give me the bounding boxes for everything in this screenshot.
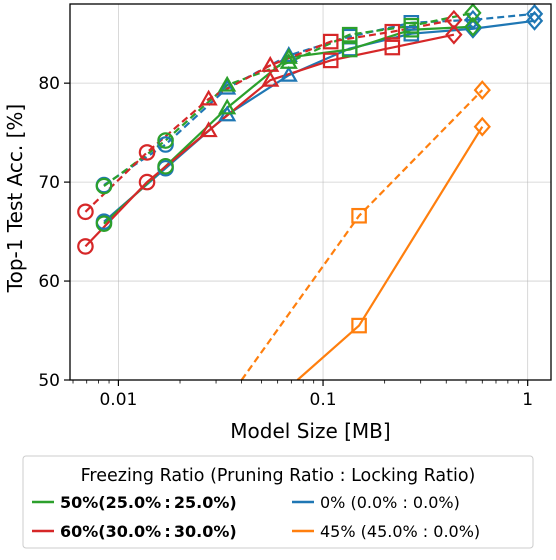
triangle-marker <box>261 70 280 87</box>
diamond-marker <box>464 2 482 23</box>
legend-box <box>22 455 534 549</box>
diamond-marker <box>445 24 463 45</box>
triangle-marker <box>279 52 298 69</box>
circle-marker <box>138 144 156 161</box>
x-axis-title: Model Size [MB] <box>230 419 390 443</box>
triangle-marker <box>279 48 298 64</box>
legend-label: 60%(30.0% : 30.0%) <box>60 522 237 541</box>
square-marker <box>341 41 358 58</box>
x-tick-label: 0.1 <box>310 390 337 410</box>
diamond-marker <box>473 116 491 137</box>
diamond-marker <box>473 80 491 101</box>
y-tick-label: 80 <box>38 74 60 94</box>
square-marker <box>322 33 339 50</box>
circle-marker <box>95 177 113 195</box>
diamond-marker <box>464 18 482 39</box>
triangle-marker <box>218 78 237 95</box>
legend-label: 50%(25.0% : 25.0%) <box>60 493 237 512</box>
triangle-marker <box>261 55 280 72</box>
circle-marker <box>77 203 94 221</box>
square-marker <box>403 17 420 34</box>
legend: Freezing Ratio (Pruning Ratio : Locking … <box>22 455 534 549</box>
circle-marker <box>77 238 94 255</box>
x-tick-label: 0.01 <box>99 390 137 410</box>
series-line <box>103 19 535 223</box>
triangle-marker <box>279 65 298 82</box>
x-tick-label: 1 <box>522 390 533 410</box>
circle-marker <box>157 157 174 175</box>
square-marker <box>351 207 367 224</box>
series-line <box>84 18 455 213</box>
circle-marker <box>95 215 113 232</box>
triangle-marker <box>199 121 218 138</box>
diamond-marker <box>445 9 463 30</box>
y-tick-label: 60 <box>38 272 60 292</box>
y-tick-label: 50 <box>38 371 60 391</box>
square-marker <box>322 52 339 69</box>
circle-marker <box>138 173 156 191</box>
square-marker <box>341 26 358 43</box>
series-line <box>240 89 484 380</box>
y-axis-title: Top-1 Test Acc. [%] <box>3 104 27 293</box>
square-marker <box>384 23 401 40</box>
triangle-marker <box>199 89 218 106</box>
series-line <box>296 126 484 380</box>
legend-label: 45% (45.0% : 0.0%) <box>320 522 480 541</box>
y-tick-label: 70 <box>38 173 60 193</box>
legend-label: 0% (0.0% : 0.0%) <box>320 493 460 512</box>
square-marker <box>351 317 367 334</box>
square-marker <box>384 39 401 56</box>
triangle-marker <box>218 98 237 115</box>
circle-marker <box>157 132 174 149</box>
plot-frame <box>69 3 552 381</box>
diamond-marker <box>525 3 544 24</box>
diamond-marker <box>464 16 482 37</box>
triangle-marker <box>218 75 237 92</box>
series-line <box>84 33 455 248</box>
legend-title: Freezing Ratio (Pruning Ratio : Locking … <box>81 466 476 486</box>
